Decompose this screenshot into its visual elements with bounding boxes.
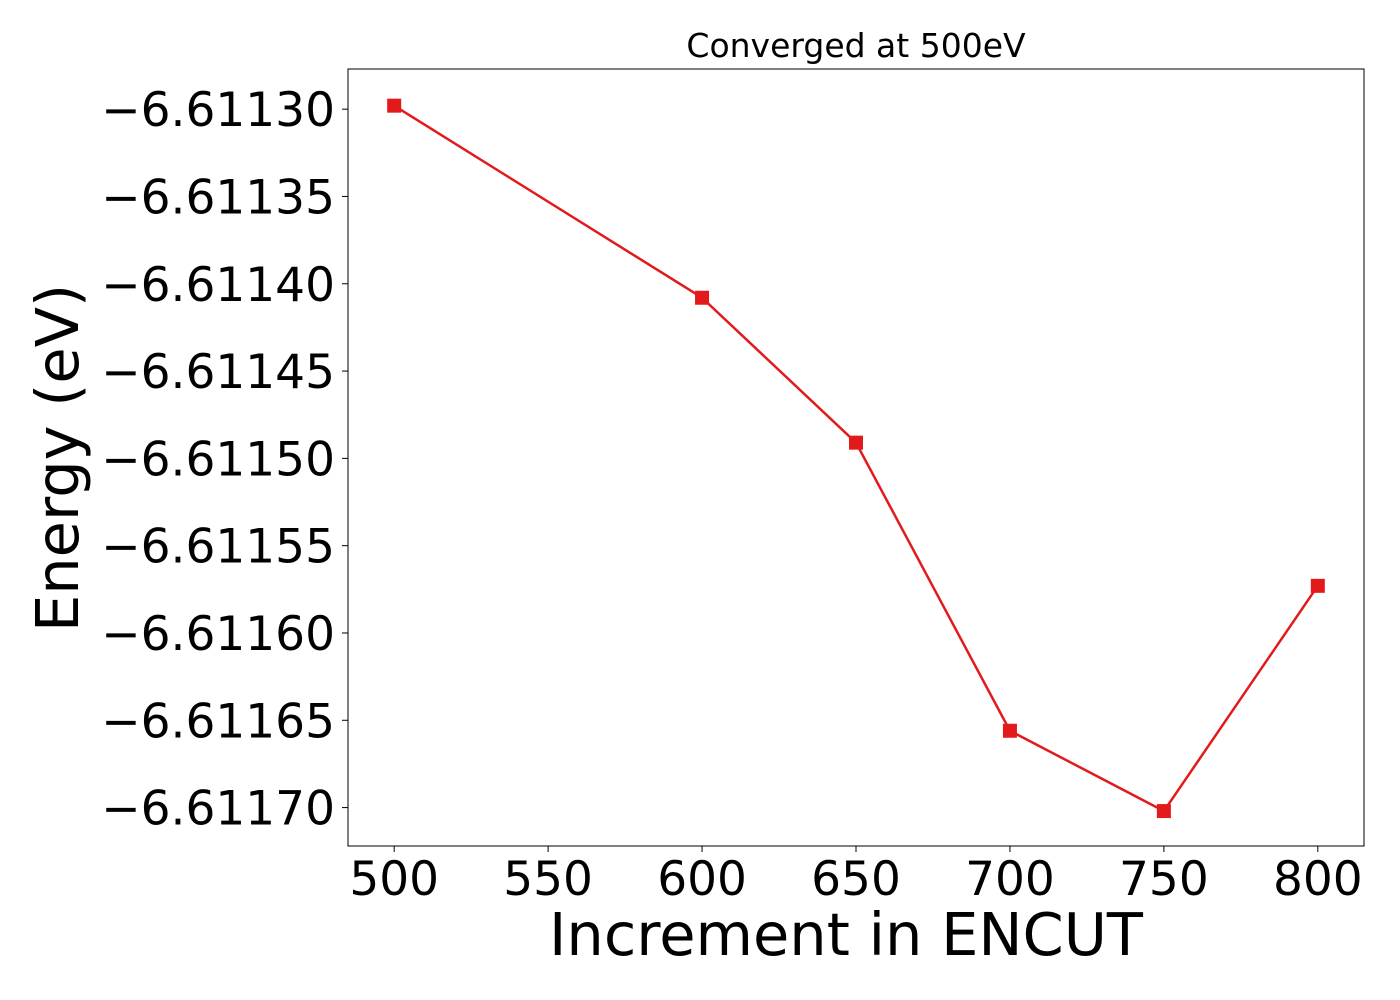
x-axis-ticks: 500 550 600 650 700 750 800 [349, 846, 1363, 907]
y-tick-label: −6.61140 [101, 258, 335, 313]
y-tick-label: −6.61150 [101, 432, 335, 487]
y-tick-label: −6.61145 [101, 345, 335, 400]
data-point-marker [1310, 578, 1325, 593]
y-tick-label: −6.61155 [101, 520, 335, 575]
series-line [393, 104, 1319, 813]
x-tick-label: 600 [657, 852, 747, 907]
y-tick-label: −6.61130 [101, 83, 335, 138]
y-tick-label: −6.61135 [101, 170, 335, 225]
chart-title: Converged at 500eV [686, 26, 1026, 65]
x-tick-label: 750 [1119, 852, 1209, 907]
data-point-marker [695, 290, 710, 305]
x-tick-label: 500 [349, 852, 439, 907]
x-tick-label: 550 [503, 852, 593, 907]
x-tick-label: 650 [811, 852, 901, 907]
series-layer [387, 98, 1325, 819]
x-axis-label: Increment in ENCUT [549, 900, 1144, 969]
data-point-marker [849, 435, 863, 450]
x-tick-label: 800 [1273, 852, 1363, 907]
y-tick-label: −6.61165 [101, 694, 335, 749]
data-point-marker [1156, 804, 1171, 819]
y-axis-ticks: −6.61130 −6.61135 −6.61140 −6.61145 −6.61150… [101, 83, 348, 837]
x-tick-label: 700 [965, 852, 1055, 907]
data-point-marker [1002, 723, 1017, 738]
y-axis-label: Energy (eV) [23, 284, 92, 632]
data-point-marker [387, 98, 402, 113]
y-tick-label: −6.61160 [101, 607, 335, 662]
y-tick-label: −6.61170 [101, 782, 335, 837]
